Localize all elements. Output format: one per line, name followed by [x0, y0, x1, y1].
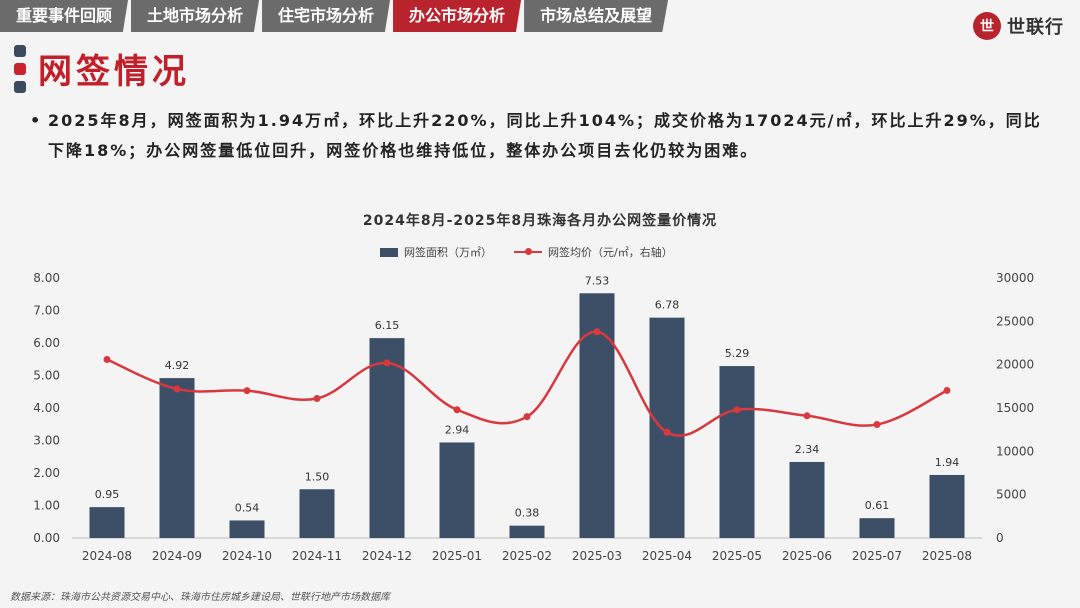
bar-data-label: 1.50: [305, 470, 330, 483]
title-block: 网签情况: [14, 44, 190, 93]
y-left-tick-label: 4.00: [33, 401, 60, 415]
price-point: [663, 428, 671, 436]
legend-item-area: 网签面积（万㎡）: [380, 244, 492, 260]
price-point: [103, 355, 111, 363]
x-tick-label: 2025-02: [502, 549, 552, 563]
price-point: [313, 394, 321, 402]
bar: [929, 474, 965, 538]
deco-dot: [14, 80, 26, 93]
brand-logo: 世 世联行: [973, 12, 1064, 40]
y-right-tick-label: 15000: [996, 401, 1034, 415]
x-tick-label: 2025-08: [922, 549, 972, 563]
summary-body: 2025年8月，网签面积为1.94万㎡，环比上升220%，同比上升104%；成交…: [48, 111, 1042, 160]
data-source: 数据来源：珠海市公共资源交易中心、珠海市住房城乡建设局、世联行地产市场数据库: [10, 592, 390, 603]
y-right-tick-label: 30000: [996, 271, 1034, 285]
tab-events[interactable]: 重要事件回顾: [0, 0, 129, 32]
x-tick-label: 2024-10: [222, 549, 272, 563]
price-point: [943, 386, 951, 394]
y-left-tick-label: 2.00: [33, 466, 60, 480]
price-point: [383, 359, 391, 367]
price-point: [593, 328, 601, 336]
page-title: 网签情况: [38, 52, 190, 92]
bar: [789, 461, 825, 538]
tab-land[interactable]: 土地市场分析: [131, 0, 260, 32]
price-point: [243, 387, 251, 395]
summary-text: • 2025年8月，网签面积为1.94万㎡，环比上升220%，同比上升104%；…: [30, 106, 1048, 166]
bar-data-label: 6.15: [375, 319, 400, 332]
tab-office[interactable]: 办公市场分析: [393, 0, 522, 32]
y-right-tick-label: 10000: [996, 444, 1034, 458]
bar: [439, 442, 475, 538]
y-left-tick-label: 6.00: [33, 336, 60, 350]
bar-data-label: 0.38: [515, 507, 540, 520]
bar: [859, 518, 895, 538]
y-left-tick-label: 5.00: [33, 369, 60, 383]
bar: [229, 520, 265, 538]
y-left-tick-label: 7.00: [33, 304, 60, 318]
legend-line-swatch: [514, 248, 542, 255]
x-tick-label: 2025-05: [712, 549, 762, 563]
bar: [299, 489, 335, 538]
bar-data-label: 5.29: [725, 347, 750, 360]
y-right-tick-label: 25000: [996, 314, 1034, 328]
bar: [509, 525, 545, 538]
bar-data-label: 2.94: [445, 423, 470, 436]
bar-data-label: 6.78: [655, 299, 680, 312]
legend-label-area: 网签面积（万㎡）: [404, 246, 492, 259]
brand-mark-icon: 世: [973, 12, 1001, 40]
price-point: [733, 406, 741, 414]
bar-data-label: 2.34: [795, 443, 820, 456]
price-point: [803, 412, 811, 420]
bullet-icon: •: [30, 111, 43, 130]
y-left-tick-label: 3.00: [33, 434, 60, 448]
bar-data-label: 1.94: [935, 456, 960, 469]
deco-dot: [14, 62, 26, 75]
price-point: [453, 406, 461, 414]
bar: [649, 317, 685, 538]
bar: [719, 366, 755, 538]
x-tick-label: 2025-06: [782, 549, 832, 563]
y-right-tick-label: 20000: [996, 358, 1034, 372]
bar-data-label: 0.95: [95, 488, 120, 501]
x-tick-label: 2024-12: [362, 549, 412, 563]
price-point: [523, 413, 531, 421]
y-right-tick-label: 5000: [996, 488, 1027, 502]
bar: [159, 378, 195, 538]
bar-data-label: 0.61: [865, 499, 890, 512]
title-decoration: [14, 44, 26, 93]
bar-data-label: 0.54: [235, 501, 260, 514]
x-tick-label: 2024-08: [82, 549, 132, 563]
x-tick-label: 2025-03: [572, 549, 622, 563]
x-tick-label: 2025-01: [432, 549, 482, 563]
y-left-tick-label: 0.00: [33, 531, 60, 545]
bar: [369, 338, 405, 538]
x-tick-label: 2024-11: [292, 549, 342, 563]
x-tick-label: 2025-07: [852, 549, 902, 563]
bar-data-label: 4.92: [165, 359, 190, 372]
y-left-tick-label: 8.00: [33, 271, 60, 285]
bar-data-label: 7.53: [585, 274, 610, 287]
chart-legend: 网签面积（万㎡） 网签均价（元/㎡，右轴）: [380, 244, 673, 260]
legend-label-price: 网签均价（元/㎡，右轴）: [548, 246, 673, 259]
price-point: [873, 420, 881, 428]
chart-title: 2024年8月-2025年8月珠海各月办公网签量价情况: [362, 213, 718, 229]
y-left-tick-label: 1.00: [33, 499, 60, 513]
legend-item-price: 网签均价（元/㎡，右轴）: [514, 244, 673, 260]
legend-bar-swatch: [380, 247, 398, 257]
x-tick-label: 2025-04: [642, 549, 692, 563]
price-line: [106, 330, 948, 437]
brand-name: 世联行: [1007, 17, 1064, 38]
section-tabs: 重要事件回顾 土地市场分析 住宅市场分析 办公市场分析 市场总结及展望: [0, 0, 671, 32]
y-right-tick-label: 0: [996, 531, 1004, 545]
deco-dot: [14, 44, 26, 57]
bar: [89, 507, 125, 538]
x-tick-label: 2024-09: [152, 549, 202, 563]
price-point: [173, 385, 181, 393]
tab-residential[interactable]: 住宅市场分析: [262, 0, 391, 32]
tab-summary[interactable]: 市场总结及展望: [524, 0, 669, 32]
